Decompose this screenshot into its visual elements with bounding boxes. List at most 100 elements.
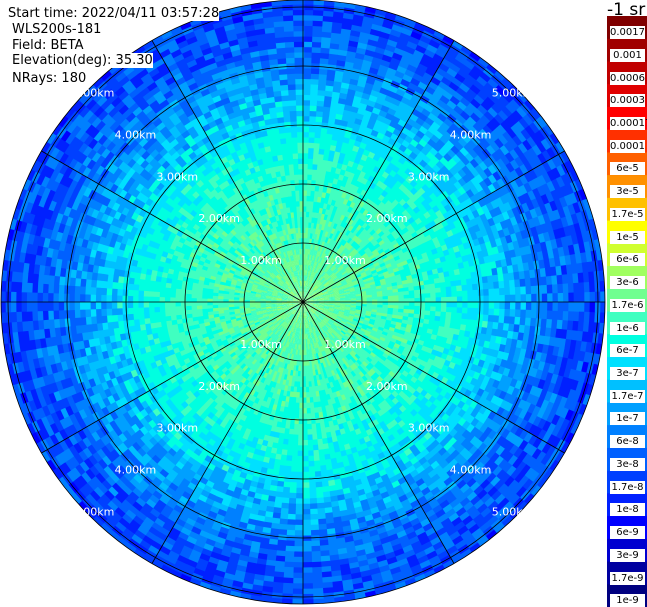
beta-cell [337,102,346,110]
beta-cell [520,302,527,311]
beta-cell [573,292,580,304]
beta-cell [323,106,332,113]
beta-cell [438,62,451,73]
beta-cell [314,137,321,144]
beta-cell [332,253,338,260]
beta-cell [447,24,462,36]
beta-cell [311,174,317,181]
beta-cell [329,257,335,264]
beta-cell [322,186,328,193]
beta-cell [318,68,329,75]
beta-cell [317,268,321,274]
beta-cell [333,234,339,242]
beta-cell [330,210,337,218]
beta-cell [319,63,330,70]
beta-cell [309,265,313,272]
beta-cell [499,287,506,296]
beta-cell [324,143,332,151]
beta-cell [433,71,445,82]
beta-cell [386,66,398,76]
beta-cell [327,63,338,71]
beta-cell [538,491,551,505]
beta-cell [305,221,309,228]
beta-cell [340,220,346,228]
beta-cell [326,69,337,76]
beta-cell [558,126,570,140]
beta-cell [334,241,341,249]
beta-cell [309,115,317,122]
beta-cell [410,77,422,87]
beta-cell [305,227,309,234]
beta-cell [446,67,459,79]
beta-cell [340,33,352,41]
beta-cell [433,29,447,41]
beta-cell [303,20,315,27]
beta-cell [312,243,316,251]
beta-cell [325,170,332,178]
beta-cell [319,240,324,247]
beta-cell [525,286,532,296]
beta-cell [325,219,330,227]
beta-cell [303,30,314,37]
beta-cell [312,271,317,278]
beta-cell [324,260,329,267]
beta-cell [310,265,314,272]
beta-cell [306,211,310,218]
beta-cell [337,237,343,244]
beta-cell [313,272,318,279]
beta-cell [322,265,328,272]
beta-cell [317,196,322,203]
beta-cell [436,573,451,585]
beta-cell [595,205,605,219]
beta-cell [310,94,319,101]
beta-cell [578,302,585,314]
beta-cell [320,127,329,134]
beta-cell [396,65,408,75]
beta-cell [333,211,340,219]
beta-cell [311,46,322,54]
beta-cell [322,20,334,28]
beta-cell [304,291,308,298]
beta-cell [456,302,463,309]
beta-cell [377,36,390,45]
beta-cell [335,113,344,121]
beta-cell [314,190,320,197]
beta-cell [303,163,309,170]
beta-cell [312,30,324,38]
beta-cell [509,68,522,82]
beta-cell [331,96,340,104]
beta-cell [304,291,307,297]
beta-cell [414,67,427,78]
beta-cell [443,71,456,83]
beta-cell [403,294,410,299]
beta-cell [329,47,340,55]
beta-cell [331,258,337,265]
beta-cell [311,57,322,64]
beta-cell [308,142,315,149]
beta-cell [311,211,316,218]
beta-cell [317,89,327,97]
beta-cell [541,302,548,312]
beta-cell [531,302,538,312]
beta-cell [332,156,340,163]
beta-cell [335,223,341,231]
beta-cell [531,92,545,106]
beta-cell [425,85,437,96]
beta-cell [309,288,314,294]
beta-cell [446,302,453,308]
beta-cell [588,184,599,198]
beta-cell [374,46,387,55]
beta-cell [467,290,474,297]
beta-cell [308,270,311,277]
beta-cell [309,99,318,107]
beta-cell [312,14,325,22]
beta-cell [303,285,305,292]
beta-cell [322,235,328,243]
beta-cell [401,27,414,37]
beta-cell [307,163,314,170]
beta-cell [312,271,316,278]
beta-cell [557,465,570,479]
beta-cell [335,206,342,214]
beta-cell [340,232,346,240]
beta-cell [376,598,390,604]
